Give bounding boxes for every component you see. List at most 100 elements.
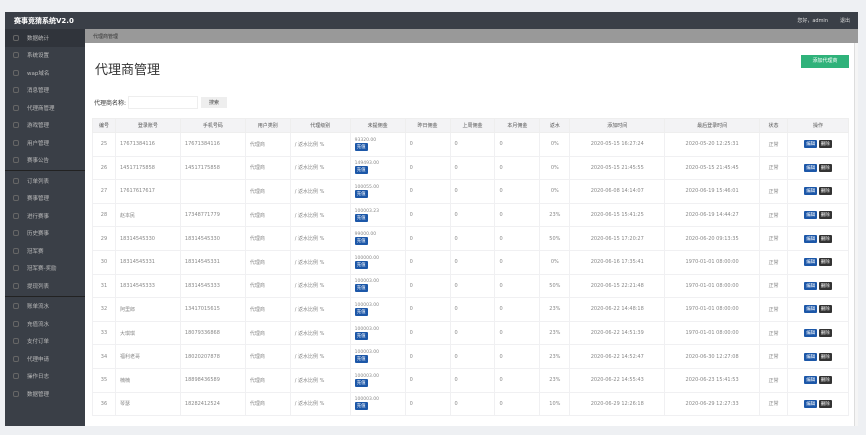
logout-link[interactable]: 退出 [839, 18, 850, 24]
menu-icon [13, 87, 19, 94]
table-row: 33 大琪琪 18079336868 代理商 / 返水比例 % 100003.00 充值 0 0… [92, 320, 850, 346]
sidebar-item[interactable]: 支付订单 [5, 333, 85, 351]
sidebar-item-label: 账单流水 [27, 304, 50, 311]
sidebar-item[interactable]: 赛事公告 [5, 152, 85, 170]
sidebar-item[interactable]: 游戏管理 [5, 117, 85, 135]
delete-button[interactable]: 删除 [818, 329, 832, 338]
cell: 0 [449, 179, 496, 204]
recharge-button[interactable]: 充值 [354, 331, 368, 340]
cell: 18282412524 [179, 391, 246, 417]
edit-button[interactable]: 编辑 [804, 305, 818, 314]
delete-button[interactable]: 删除 [818, 140, 832, 149]
sidebar-item[interactable]: 历史赛事 [5, 225, 85, 243]
add-agent-button[interactable]: 添加代理商 [801, 55, 849, 68]
cell: 18314545333 [179, 273, 246, 299]
sidebar-item[interactable]: 代理商管理 [5, 99, 85, 117]
sidebar-item[interactable]: 代理申请 [5, 350, 85, 368]
sidebar-item[interactable]: 用户管理 [5, 134, 85, 152]
sidebar-item[interactable]: 订单列表 [5, 172, 85, 190]
recharge-button[interactable]: 充值 [354, 307, 368, 316]
sidebar-item[interactable]: 数据管理 [5, 385, 85, 403]
agent-name-input[interactable] [128, 96, 199, 109]
recharge-button[interactable]: 充值 [354, 402, 368, 411]
cell: 17671384116 [179, 132, 246, 157]
delete-button[interactable]: 删除 [818, 258, 832, 267]
recharge-button[interactable]: 充值 [354, 355, 368, 364]
cell: / 返水比例 % [289, 249, 351, 275]
cell: 0 [494, 226, 541, 251]
sidebar-item[interactable]: 充值流水 [5, 315, 85, 333]
cell: 0 [404, 344, 451, 369]
search-button[interactable]: 搜索 [201, 97, 228, 108]
scrollbar[interactable] [854, 43, 858, 426]
edit-button[interactable]: 编辑 [804, 329, 818, 338]
cell: / 返水比例 % [289, 297, 351, 322]
delete-button[interactable]: 删除 [818, 187, 832, 196]
menu-icon [13, 338, 19, 345]
menu-icon [13, 34, 19, 41]
sidebar-item[interactable]: 操作日志 [5, 368, 85, 386]
sidebar-item[interactable]: 冠军赛 [5, 242, 85, 260]
edit-button[interactable]: 编辑 [804, 211, 818, 220]
menu-icon [13, 177, 19, 184]
column-header: 代理级别 [289, 118, 351, 133]
sidebar-item[interactable]: 进行赛事 [5, 207, 85, 225]
cell: 0 [449, 132, 496, 157]
cell: 14517175858 [179, 155, 246, 181]
cell: 100003.00 充值 [349, 320, 406, 346]
cell: 0 [449, 249, 496, 275]
column-header: 操作 [786, 118, 850, 133]
app-title: 赛事竞猜系统V2.0 [14, 17, 74, 25]
edit-button[interactable]: 编辑 [804, 399, 818, 408]
recharge-button[interactable]: 充值 [354, 260, 368, 269]
recharge-button[interactable]: 充值 [354, 378, 368, 387]
sidebar-item[interactable]: 赛事管理 [5, 190, 85, 208]
sidebar-item[interactable]: 消息管理 [5, 82, 85, 100]
unpaid-commission: 100003.00 [354, 350, 379, 356]
delete-button[interactable]: 删除 [818, 234, 832, 243]
edit-button[interactable]: 编辑 [804, 352, 818, 361]
sidebar-item-label: 操作日志 [27, 374, 50, 381]
edit-button[interactable]: 编辑 [804, 140, 818, 149]
delete-button[interactable]: 删除 [818, 211, 832, 220]
cell: 1970-01-01 08:00:00 [664, 249, 761, 275]
edit-button[interactable]: 编辑 [804, 187, 818, 196]
recharge-button[interactable]: 充值 [354, 284, 368, 293]
sidebar-item[interactable]: 数据统计 [5, 29, 85, 47]
cell: 代理商 [244, 155, 291, 181]
sidebar-item[interactable]: wap域名 [5, 64, 85, 82]
sidebar-item[interactable]: 系统设置 [5, 47, 85, 65]
actions-cell: 编辑 删除 [786, 320, 850, 346]
recharge-button[interactable]: 充值 [354, 189, 368, 198]
edit-button[interactable]: 编辑 [804, 281, 818, 290]
sidebar-item[interactable]: 账单流水 [5, 298, 85, 316]
sidebar-item[interactable]: 冠军赛-奖励 [5, 260, 85, 278]
sidebar-item-label: 充值流水 [27, 321, 50, 328]
cell: 2020-06-22 14:48:18 [569, 297, 666, 322]
delete-button[interactable]: 删除 [818, 305, 832, 314]
cell: 33 [92, 320, 116, 346]
cell: 0 [449, 155, 496, 181]
edit-button[interactable]: 编辑 [804, 258, 818, 267]
cell: 0 [404, 226, 451, 251]
delete-button[interactable]: 删除 [818, 352, 832, 361]
cell: 32 [92, 297, 116, 322]
recharge-button[interactable]: 充值 [354, 213, 368, 222]
delete-button[interactable]: 删除 [818, 399, 832, 408]
cell: 2020-06-23 15:41:53 [664, 367, 761, 393]
delete-button[interactable]: 删除 [818, 376, 832, 385]
delete-button[interactable]: 删除 [818, 163, 832, 172]
edit-button[interactable]: 编辑 [804, 163, 818, 172]
edit-button[interactable]: 编辑 [804, 234, 818, 243]
edit-button[interactable]: 编辑 [804, 376, 818, 385]
table-row: 29 18314545330 18314545330 代理商 / 返水比例 % 99000… [92, 226, 850, 251]
cell: 17671384116 [114, 132, 181, 157]
sidebar-item[interactable]: 提现列表 [5, 277, 85, 295]
menu-icon [13, 265, 19, 272]
cell: 26 [92, 155, 116, 181]
recharge-button[interactable]: 充值 [354, 142, 368, 151]
recharge-button[interactable]: 充值 [354, 166, 368, 175]
recharge-button[interactable]: 充值 [354, 237, 368, 246]
delete-button[interactable]: 删除 [818, 281, 832, 290]
cell: 0 [404, 273, 451, 299]
